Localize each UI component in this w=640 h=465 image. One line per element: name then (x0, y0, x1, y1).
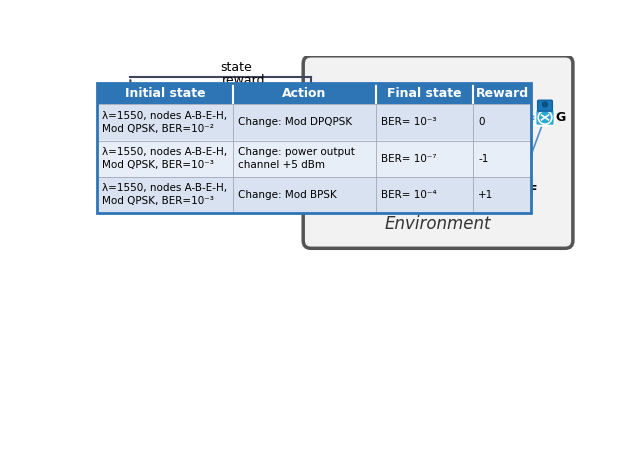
Text: BER= 10⁻⁴: BER= 10⁻⁴ (381, 190, 437, 200)
Text: Change: power output
channel +5 dBm: Change: power output channel +5 dBm (238, 147, 355, 170)
FancyBboxPatch shape (392, 163, 412, 179)
Bar (97, 177, 233, 213)
Text: Environment: Environment (385, 215, 492, 232)
FancyBboxPatch shape (336, 118, 351, 129)
Text: Action: Action (282, 87, 326, 100)
Circle shape (411, 91, 416, 95)
Text: reward: reward (222, 74, 266, 87)
Text: +1: +1 (478, 190, 493, 200)
Circle shape (543, 102, 547, 107)
FancyBboxPatch shape (458, 171, 477, 187)
Text: state: state (220, 61, 252, 74)
Text: D: D (486, 122, 496, 135)
Bar (233, 177, 376, 213)
FancyBboxPatch shape (102, 117, 220, 195)
Bar (233, 140, 376, 177)
FancyBboxPatch shape (334, 127, 353, 143)
Text: Agent: Agent (127, 144, 196, 168)
Text: 0: 0 (478, 117, 485, 127)
Text: Reward: Reward (476, 87, 529, 100)
Bar (97, 83, 531, 213)
Text: G: G (556, 111, 566, 124)
Text: λ=1550, nodes A-B-E-H,
Mod QPSK, BER=10⁻²: λ=1550, nodes A-B-E-H, Mod QPSK, BER=10⁻… (102, 111, 228, 134)
Bar (97, 104, 233, 140)
FancyBboxPatch shape (508, 182, 527, 199)
Text: λ=1550, nodes A-B-E-H,
Mod QPSK, BER=10⁻³: λ=1550, nodes A-B-E-H, Mod QPSK, BER=10⁻… (102, 147, 228, 170)
Bar (473, 83, 531, 104)
Bar (97, 140, 233, 177)
FancyBboxPatch shape (406, 89, 420, 100)
Bar (473, 140, 531, 177)
Bar (376, 104, 473, 140)
Text: E: E (478, 173, 486, 186)
Text: A: A (354, 129, 364, 142)
Text: BER= 10⁻³: BER= 10⁻³ (381, 117, 437, 127)
Text: B: B (424, 100, 433, 113)
Bar (233, 83, 376, 104)
Text: -1: -1 (478, 153, 489, 164)
Bar (233, 104, 376, 140)
FancyBboxPatch shape (404, 98, 423, 114)
Circle shape (341, 120, 346, 125)
Bar (97, 83, 233, 104)
Text: BER= 10⁻⁷: BER= 10⁻⁷ (381, 153, 437, 164)
Text: C: C (412, 165, 421, 178)
FancyBboxPatch shape (303, 56, 573, 248)
FancyBboxPatch shape (466, 120, 485, 137)
Text: action: action (244, 154, 283, 167)
Text: Initial state: Initial state (125, 87, 205, 100)
Text: Final state: Final state (387, 87, 462, 100)
Text: λ=1550, nodes A-B-E-H,
Mod QPSK, BER=10⁻³: λ=1550, nodes A-B-E-H, Mod QPSK, BER=10⁻… (102, 183, 228, 206)
FancyBboxPatch shape (536, 109, 555, 126)
Text: F: F (529, 184, 537, 197)
Bar (473, 177, 531, 213)
Bar (376, 177, 473, 213)
Bar (473, 104, 531, 140)
Text: Change: Mod DPQPSK: Change: Mod DPQPSK (238, 117, 352, 127)
Text: Change: Mod BPSK: Change: Mod BPSK (238, 190, 337, 200)
FancyBboxPatch shape (538, 100, 552, 111)
Bar (376, 140, 473, 177)
Bar (376, 83, 473, 104)
